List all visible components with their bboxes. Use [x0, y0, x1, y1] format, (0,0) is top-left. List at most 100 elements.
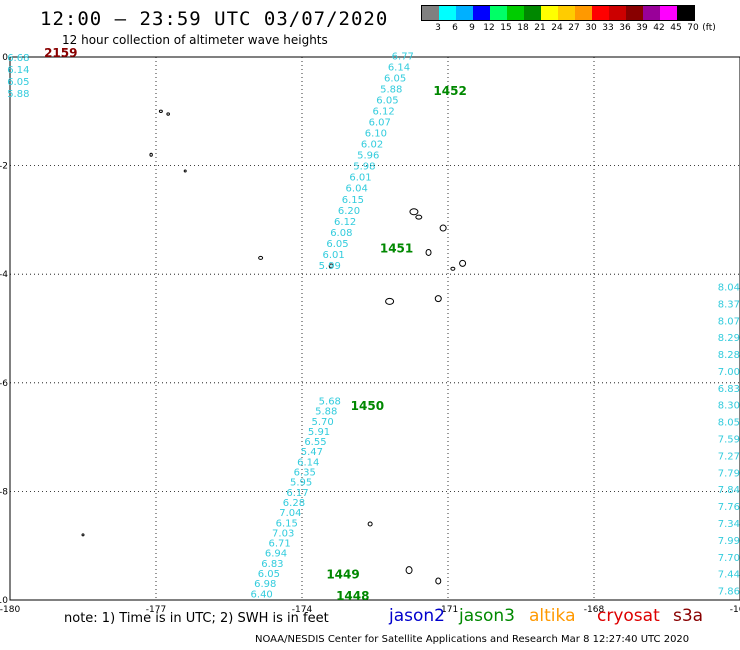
island-outline	[434, 295, 442, 303]
legend-label: 9	[469, 23, 475, 33]
pass-time-label: 1451	[380, 241, 413, 255]
pass-time-label: 1450	[351, 399, 384, 413]
legend-swatch	[439, 6, 456, 20]
island-outline	[415, 214, 423, 220]
island-outline	[158, 109, 163, 114]
footnote: note: 1) Time is in UTC; 2) SWH is in fe…	[64, 611, 329, 626]
legend-swatch	[422, 6, 439, 20]
swh-value-label: 6.10	[365, 129, 387, 140]
lat-tick-label: 0	[2, 53, 8, 63]
swh-value-label: 8.05	[718, 418, 740, 429]
swh-value-label: 7.03	[272, 528, 294, 539]
swh-value-label: 6.15	[276, 518, 298, 529]
swh-value-label: 7.00	[718, 367, 740, 378]
legend-label: 6	[452, 23, 458, 33]
lat-tick-label: -10	[0, 596, 8, 606]
legend-swatch	[575, 6, 592, 20]
lon-tick-label: -168	[584, 605, 605, 615]
island-outline	[435, 577, 442, 585]
swh-value-label: 8.37	[718, 299, 740, 310]
legend-swatch	[609, 6, 626, 20]
island-outline	[405, 566, 413, 575]
lon-tick-label: -174	[292, 605, 313, 615]
swh-value-label: 6.04	[346, 184, 368, 195]
island-outline	[459, 259, 467, 267]
island-outline	[409, 208, 419, 216]
legend-swatch	[558, 6, 575, 20]
legend-label: 12	[483, 23, 495, 33]
swh-value-label: 6.05	[258, 569, 280, 580]
swh-value-label: 8.04	[718, 282, 740, 293]
satellite-cryosat: cryosat	[597, 606, 660, 626]
pass-time-label: 2159	[44, 46, 77, 60]
swh-value-label: 8.07	[718, 316, 740, 327]
lat-tick-label: -6	[0, 379, 8, 389]
island-outline	[258, 255, 264, 260]
island-outline	[439, 224, 447, 232]
swh-value-label: 5.95	[290, 478, 312, 489]
legend-swatch	[660, 6, 677, 20]
swh-value-label: 7.04	[279, 508, 301, 519]
swh-value-label: 6.14	[7, 65, 29, 76]
swh-value-label: 5.70	[311, 417, 333, 428]
credit-line: NOAA/NESDIS Center for Satellite Applica…	[255, 634, 690, 645]
swh-value-label: 7.27	[718, 451, 740, 462]
legend-label: 18	[517, 23, 529, 33]
swh-value-label: 6.55	[304, 437, 326, 448]
satellite-s3a: s3a	[673, 606, 704, 626]
island-outline	[183, 169, 187, 173]
swh-value-label: 5.91	[308, 427, 330, 438]
island-outline	[367, 521, 373, 527]
swh-value-label: 5.68	[319, 397, 341, 408]
legend-swatch	[456, 6, 473, 20]
legend-swatch	[473, 6, 490, 20]
legend-unit: (ft)	[702, 23, 716, 33]
legend-swatch	[677, 6, 694, 20]
swh-value-label: 6.28	[283, 498, 305, 509]
swh-value-label: 6.05	[384, 74, 406, 85]
lon-tick-label: -171	[438, 605, 458, 615]
legend-swatches	[421, 5, 695, 21]
swh-value-label: 7.76	[718, 502, 740, 513]
page-title: 12:00 – 23:59 UTC 03/07/2020	[40, 8, 389, 30]
island-outline	[81, 533, 85, 537]
swh-value-label: 6.14	[388, 63, 410, 74]
legend-swatch	[490, 6, 507, 20]
swh-value-label: 6.17	[286, 488, 308, 499]
legend-label: 39	[636, 23, 648, 33]
swh-value-label: 6.83	[261, 559, 283, 570]
swh-value-label: 6.05	[326, 239, 348, 250]
swh-value-label: 6.15	[342, 195, 364, 206]
legend-swatch	[507, 6, 524, 20]
swh-value-label: 7.99	[718, 536, 740, 547]
swh-value-label: 8.30	[718, 401, 740, 412]
legend-swatch	[643, 6, 660, 20]
swh-value-label: 6.35	[294, 468, 316, 479]
island-outline	[425, 248, 432, 256]
pass-time-label: 1448	[336, 589, 369, 603]
lon-tick-label: -177	[146, 605, 166, 615]
legend-label: 27	[568, 23, 580, 33]
swh-value-label: 7.59	[718, 435, 740, 446]
swh-value-label: 5.88	[7, 89, 29, 100]
lon-tick-label: -180	[0, 605, 20, 615]
swh-value-label: 6.71	[268, 539, 290, 550]
swh-value-label: 5.47	[301, 447, 323, 458]
lat-tick-label: -8	[0, 487, 8, 497]
swh-value-label: 6.01	[349, 173, 371, 184]
legend-label: 36	[619, 23, 631, 33]
lon-tick-label: -165	[730, 605, 740, 615]
island-outline	[328, 263, 334, 269]
swh-value-label: 6.12	[334, 217, 356, 228]
swh-value-label: 6.02	[361, 140, 383, 151]
swh-value-label: 6.07	[369, 118, 391, 129]
swh-value-label: 6.05	[376, 96, 398, 107]
swh-value-label: 7.44	[718, 570, 740, 581]
legend-labels: 3 6 9 12 15 18 21 24 27 30 33 36 39 42 45 70 (ft)	[421, 21, 716, 35]
swh-value-label: 6.12	[372, 107, 394, 118]
swh-value-label: 6.20	[338, 206, 360, 217]
satellite-jason2: jason2	[389, 606, 445, 626]
pass-time-label: 1449	[326, 567, 359, 581]
lat-tick-label: -2	[0, 162, 8, 172]
